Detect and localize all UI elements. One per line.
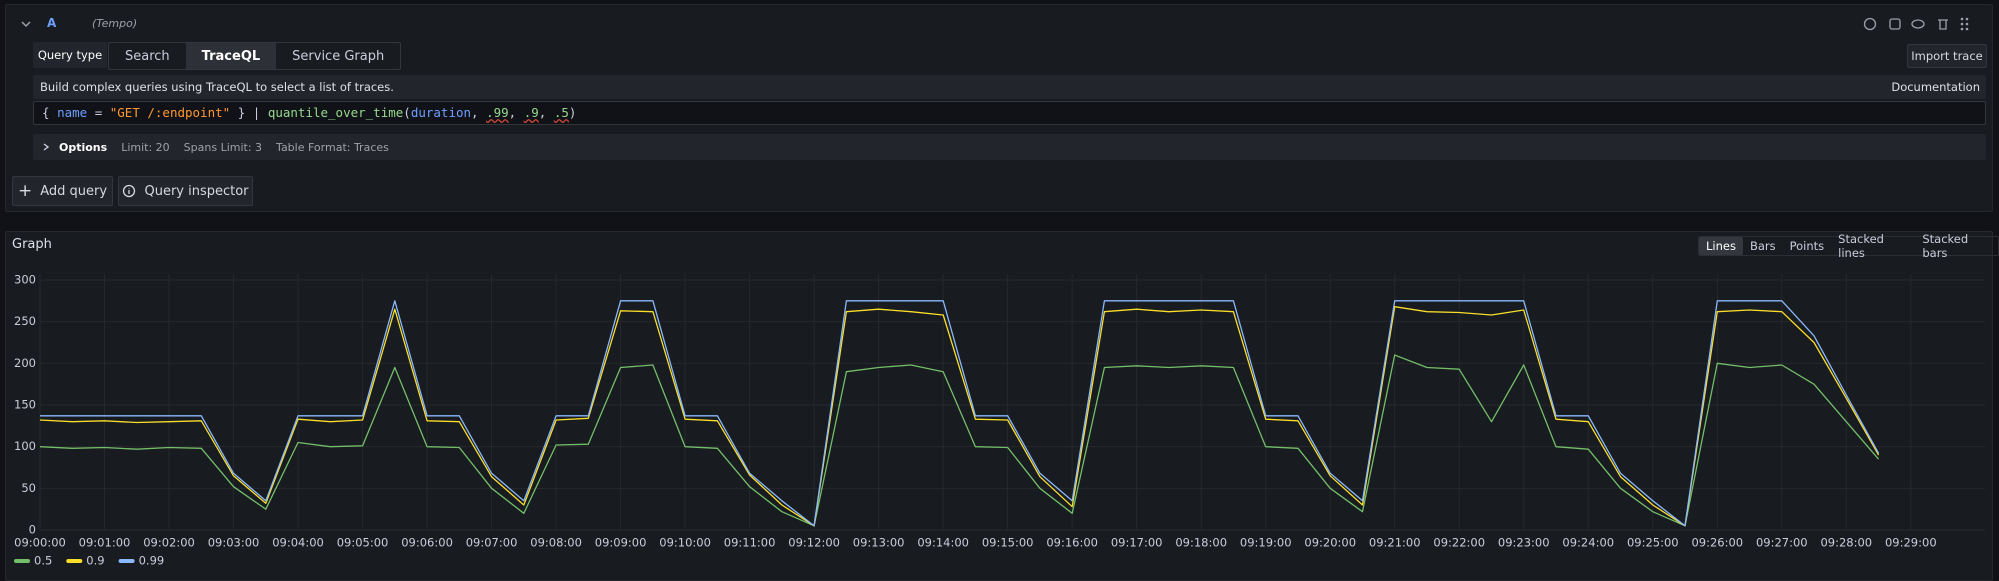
y-tick-label: 150 [14, 398, 36, 412]
graph-title: Graph [12, 237, 52, 252]
code-token: "GET /:endpoint" [109, 105, 231, 120]
x-tick-label: 09:24:00 [1562, 536, 1614, 550]
code-token: duration [410, 105, 472, 120]
legend-item[interactable]: 0.5 [14, 554, 52, 568]
x-tick-label: 09:29:00 [1885, 536, 1937, 550]
x-tick-label: 09:01:00 [79, 536, 131, 550]
x-tick-label: 09:27:00 [1756, 536, 1808, 550]
series-line [40, 300, 1880, 527]
y-tick-label: 100 [14, 439, 36, 453]
query-actions[interactable] [1860, 16, 1980, 32]
code-token: quantile_over_time [267, 105, 404, 120]
datasource-name: (Tempo) [92, 17, 138, 30]
legend-label: 0.99 [139, 554, 165, 568]
code-token: .99 [486, 105, 509, 120]
code-token: = [87, 105, 110, 120]
option-summary: Table Format: Traces [276, 140, 389, 154]
y-tick-label: 0 [29, 523, 36, 537]
options-label: Options [59, 140, 108, 154]
collapse-icon[interactable] [20, 18, 32, 30]
x-tick-label: 09:15:00 [982, 536, 1034, 550]
code-token: ) [568, 105, 577, 120]
query-inspector-label: Query inspector [144, 183, 249, 199]
documentation-link[interactable]: Documentation [1891, 80, 1980, 94]
y-tick-label: 250 [14, 314, 36, 328]
expand-icon [43, 143, 50, 151]
x-tick-label: 09:02:00 [143, 536, 195, 550]
y-tick-label: 50 [21, 481, 36, 495]
x-tick-label: 09:22:00 [1433, 536, 1485, 550]
x-tick-label: 09:23:00 [1498, 536, 1550, 550]
view-mode-button[interactable]: Lines [1699, 237, 1743, 255]
legend-item[interactable]: 0.9 [66, 554, 105, 568]
x-tick-label: 09:20:00 [1304, 536, 1356, 550]
add-query-button[interactable]: + Add query [12, 176, 113, 206]
x-tick-label: 09:14:00 [917, 536, 969, 550]
code-token: , [508, 105, 524, 120]
ref-id[interactable]: A [47, 16, 57, 30]
code-token: { [42, 105, 58, 120]
x-tick-label: 09:17:00 [1111, 536, 1163, 550]
series-line [39, 354, 1880, 527]
x-tick-label: 09:13:00 [853, 536, 905, 550]
info-icon [123, 184, 136, 198]
code-token: .5 [553, 105, 569, 120]
x-tick-label: 09:18:00 [1175, 536, 1227, 550]
x-tick-label: 09:09:00 [595, 536, 647, 550]
add-query-label: Add query [40, 183, 108, 199]
x-tick-label: 09:00:00 [14, 536, 66, 550]
x-tick-label: 09:21:00 [1369, 536, 1421, 550]
code-token: .9 [523, 105, 539, 120]
query-type-label: Query type [33, 42, 107, 68]
x-tick-label: 09:25:00 [1627, 536, 1679, 550]
code-token: , [471, 105, 487, 120]
help-row [33, 75, 1986, 99]
help-text: Build complex queries using TraceQL to s… [40, 80, 394, 94]
query-type-tab[interactable]: TraceQL [185, 43, 277, 69]
x-tick-label: 09:08:00 [530, 536, 582, 550]
code-token: ( [403, 105, 411, 120]
legend-label: 0.5 [34, 554, 52, 568]
legend-label: 0.9 [86, 554, 104, 568]
x-tick-label: 09:04:00 [272, 536, 324, 550]
x-tick-label: 09:28:00 [1820, 536, 1872, 550]
code-token: name [57, 105, 88, 120]
query-type-tab[interactable]: Search [125, 48, 170, 64]
view-mode-group: Lines Bars Points Stacked lines Stacked … [1698, 232, 1999, 260]
view-mode-button[interactable]: Bars [1749, 239, 1776, 253]
query-type-tabs: Search TraceQL Service Graph [108, 42, 402, 70]
view-mode-button[interactable]: Points [1789, 239, 1825, 253]
import-trace-button[interactable]: Import trace [1907, 44, 1987, 68]
graph-panel [5, 231, 1993, 581]
x-tick-label: 09:19:00 [1240, 536, 1292, 550]
code-token: } | [230, 105, 268, 120]
y-tick-label: 300 [14, 273, 36, 287]
option-summary: Limit: 20 [121, 140, 170, 154]
x-tick-label: 09:10:00 [659, 536, 711, 550]
options-row[interactable]: Options Limit: 20 Spans Limit: 3 Table F… [33, 134, 1986, 160]
y-tick-label: 200 [14, 356, 36, 370]
option-summary: Spans Limit: 3 [183, 140, 263, 154]
x-tick-label: 09:16:00 [1046, 536, 1098, 550]
query-type-tab[interactable]: Service Graph [292, 48, 385, 64]
query-inspector-button[interactable]: Query inspector [118, 176, 253, 206]
legend-item[interactable]: 0.99 [118, 554, 165, 568]
x-tick-label: 09:05:00 [337, 536, 389, 550]
code-editor[interactable]: { name = "GET /:endpoint" } | quantile_o… [33, 101, 1986, 125]
x-tick-label: 09:11:00 [724, 536, 776, 550]
x-tick-label: 09:03:00 [208, 536, 260, 550]
x-tick-label: 09:26:00 [1691, 536, 1743, 550]
code-token: , [538, 105, 554, 120]
series-line [39, 306, 1880, 527]
x-tick-label: 09:07:00 [466, 536, 518, 550]
x-tick-label: 09:12:00 [788, 536, 840, 550]
x-tick-label: 09:06:00 [401, 536, 453, 550]
